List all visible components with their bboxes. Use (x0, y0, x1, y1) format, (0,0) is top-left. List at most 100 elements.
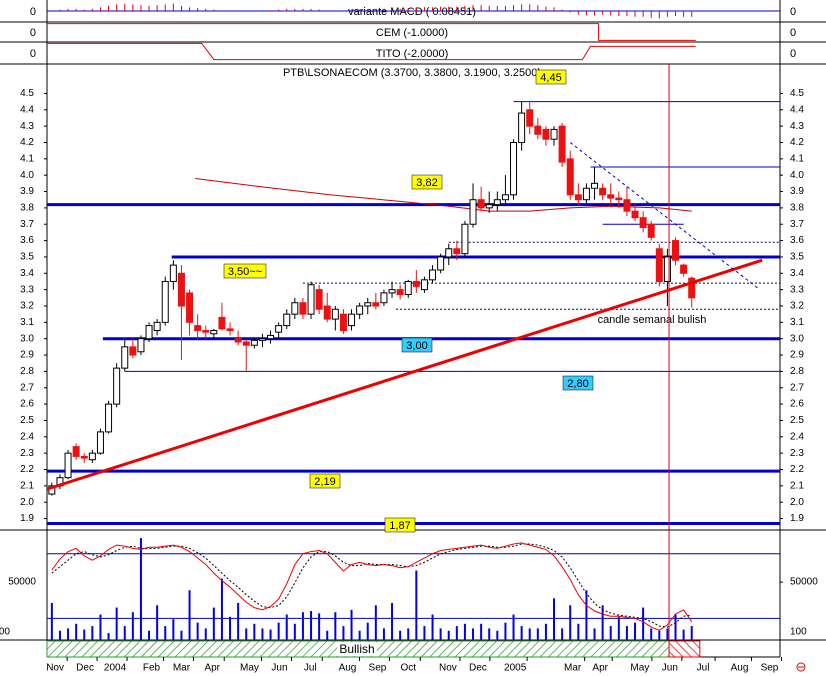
candle-body (493, 199, 501, 206)
candle-body (412, 280, 420, 287)
signal-label-bg (337, 642, 377, 657)
annotation: candle semanal bulish (598, 314, 707, 326)
y-tick-label: 3.8 (20, 203, 34, 214)
y-tick-label: 0 (790, 27, 796, 39)
candle-body (534, 125, 542, 135)
y-tick-label: 3.2 (790, 301, 804, 312)
level-label: 1,87 (389, 520, 410, 532)
indicator-line (47, 23, 696, 41)
level-label-box (401, 337, 433, 353)
candle-body (177, 272, 185, 307)
y-tick-label: 2.6 (790, 399, 804, 410)
y-tick-label: 0 (30, 6, 36, 18)
level-label: 3,00 (406, 340, 427, 352)
y-tick-label: 0 (30, 48, 36, 60)
y-tick-label: 3.7 (20, 219, 34, 230)
candle-body (348, 313, 356, 327)
candle-body (186, 292, 194, 323)
candle-body (339, 313, 347, 332)
candle-body (437, 256, 445, 271)
y-tick-label: 2.9 (20, 350, 34, 361)
scale-label: 100 (790, 627, 807, 638)
candle-body (129, 346, 137, 356)
candle-body (307, 284, 315, 315)
candle-body (96, 431, 104, 454)
candle-body (380, 292, 388, 304)
candle-body (688, 277, 696, 299)
candle-body (420, 279, 428, 291)
y-tick-label: 2.2 (790, 464, 804, 475)
y-tick-label: 3.9 (790, 186, 804, 197)
candle-body (105, 403, 113, 433)
y-tick-label: 2.1 (20, 480, 34, 491)
level-label-box (309, 473, 341, 489)
x-tick-label: May (630, 663, 649, 674)
y-tick-label: 3.6 (20, 235, 34, 246)
y-tick-label: 4.3 (20, 121, 34, 132)
candle-body (218, 316, 226, 330)
y-tick-label: 0 (790, 48, 796, 60)
y-tick-label: 4.4 (790, 104, 804, 115)
candle-body (501, 194, 509, 201)
candle-body (574, 194, 582, 201)
close-icon[interactable] (796, 662, 806, 672)
y-tick-label: 4.5 (790, 88, 804, 99)
candle-body (607, 194, 615, 199)
x-tick-label: Nov (46, 663, 64, 674)
y-tick-label: 4.2 (790, 137, 804, 148)
y-tick-label: 4.4 (20, 104, 34, 115)
candle-body (161, 280, 169, 323)
y-tick-label: 3.1 (20, 317, 34, 328)
y-tick-label: 50000 (8, 577, 36, 588)
candle-body (510, 141, 518, 196)
signal-bearish (668, 640, 701, 658)
x-tick-label: Apr (204, 663, 220, 674)
y-tick-label: 2.4 (790, 431, 804, 442)
y-tick-label: 3.2 (20, 301, 34, 312)
x-tick-label: Jul (697, 663, 710, 674)
x-tick-label: Oct (400, 663, 416, 674)
y-tick-label: 2.9 (790, 350, 804, 361)
candle-body (242, 341, 250, 346)
x-tick-label: Mar (564, 663, 582, 674)
candle-body (566, 158, 574, 196)
y-tick-label: 3.3 (790, 284, 804, 295)
y-tick-label: 0 (790, 6, 796, 18)
y-tick-label: 3.4 (790, 268, 804, 279)
candle-body (558, 125, 566, 163)
x-tick-label: 2005 (504, 663, 527, 674)
candle-body (655, 248, 663, 282)
y-tick-label: 3.3 (20, 284, 34, 295)
candle-body (477, 199, 485, 209)
candle-body (453, 248, 461, 255)
y-tick-label: 2.3 (790, 448, 804, 459)
y-tick-label: 2.0 (20, 497, 34, 508)
level-label-box (562, 375, 594, 391)
candle-body (429, 269, 437, 281)
candle-body (267, 334, 275, 340)
candle-body (550, 128, 558, 140)
level-label-box (223, 263, 267, 279)
candle-body (404, 280, 412, 296)
level-label-box (411, 174, 443, 190)
y-tick-label: 2.3 (20, 448, 34, 459)
y-tick-label: 4.2 (20, 137, 34, 148)
x-tick-label: Dec (76, 663, 94, 674)
candle-body (526, 109, 534, 127)
y-tick-label: 2.0 (790, 497, 804, 508)
y-tick-label: 4.0 (790, 170, 804, 181)
candle-body (226, 328, 234, 332)
candle-body (615, 197, 623, 201)
candle-body (258, 338, 266, 341)
y-tick-label: 2.6 (20, 399, 34, 410)
candle-body (64, 452, 72, 479)
y-tick-label: 2.8 (790, 366, 804, 377)
x-tick-label: Nov (439, 663, 457, 674)
y-tick-label: 50000 (790, 577, 818, 588)
candle-body (121, 346, 129, 369)
y-tick-label: 4.0 (20, 170, 34, 181)
candle-body (647, 223, 655, 238)
candle-body (331, 308, 339, 320)
